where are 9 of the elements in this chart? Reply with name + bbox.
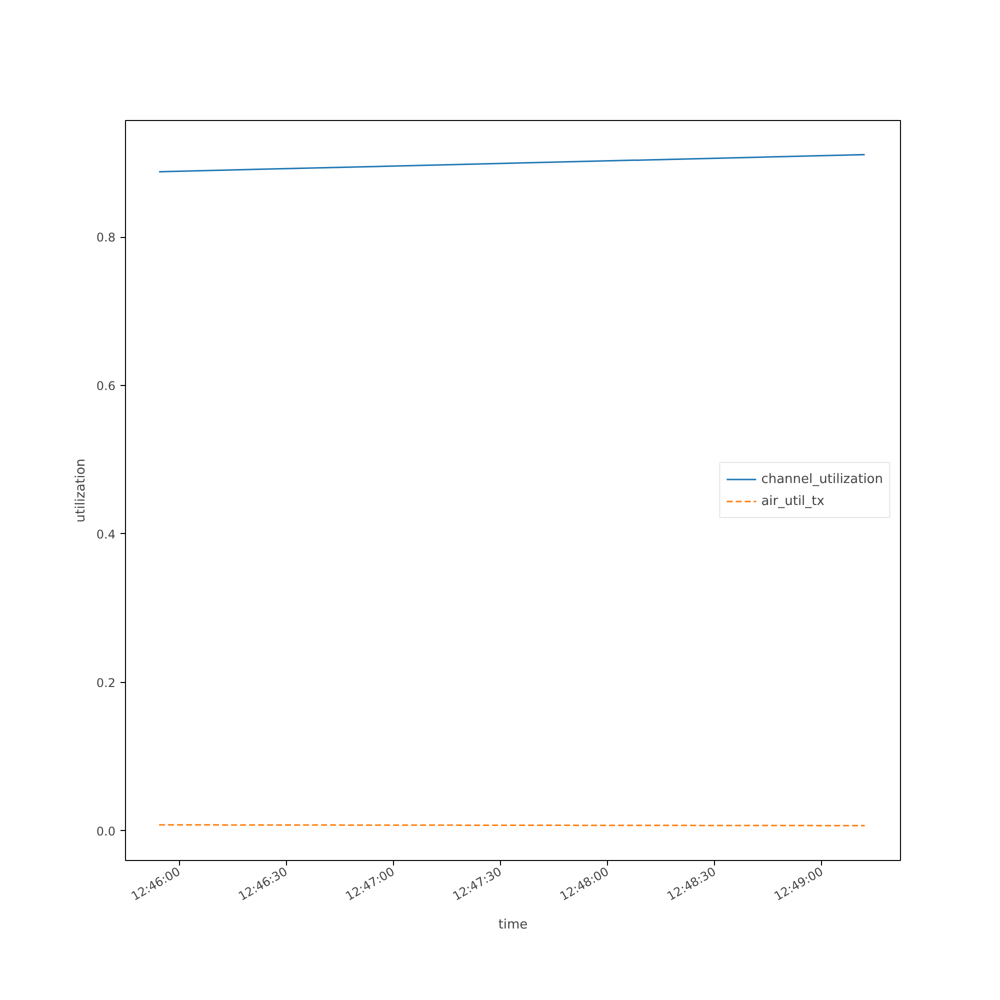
y-tick-label: 0.8 xyxy=(96,230,116,245)
y-tick-label: 0.2 xyxy=(96,676,116,690)
legend-label: air_util_tx xyxy=(761,494,824,508)
x-axis-title: time xyxy=(498,918,528,933)
y-axis-title: utilization xyxy=(73,458,88,522)
y-tick-label: 0.4 xyxy=(96,527,116,542)
y-tick-label: 0.6 xyxy=(96,378,116,393)
y-tick-label: 0.0 xyxy=(96,824,116,838)
legend-label: channel_utilization xyxy=(761,472,883,486)
